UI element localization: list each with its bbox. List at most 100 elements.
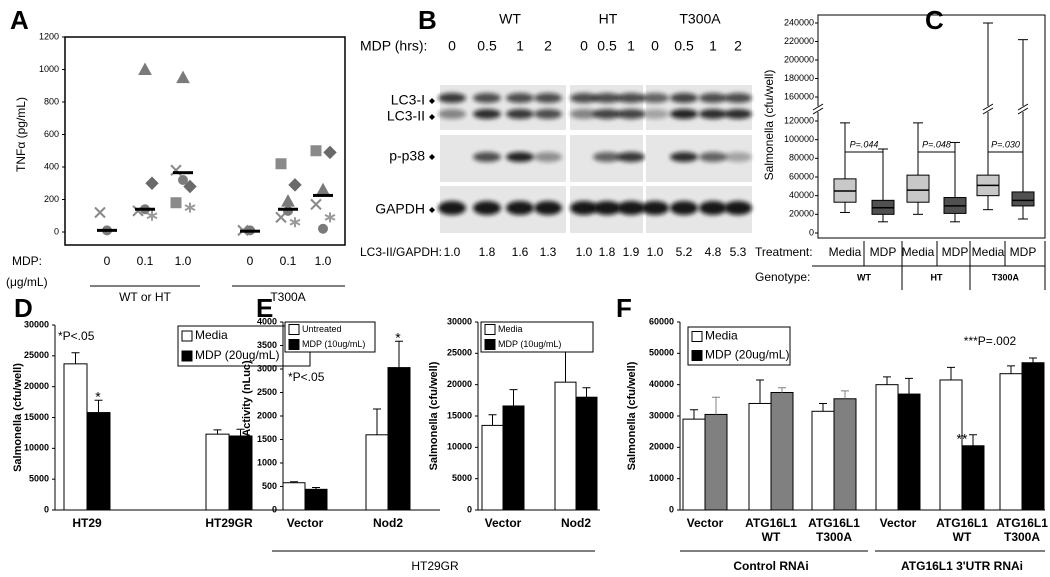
x-tick-label: 0.1	[137, 254, 154, 268]
blot-band	[641, 201, 669, 215]
ratio-value: 1.8	[599, 245, 616, 259]
y-tick-label: 25000	[24, 350, 49, 360]
band-marker	[429, 98, 435, 104]
blot-band	[699, 109, 727, 119]
y-axis-label: Salmonella (cfu/well)	[626, 361, 638, 470]
y-tick-label: 100000	[784, 134, 814, 144]
legend-swatch	[484, 324, 496, 335]
axis-break	[812, 103, 824, 115]
legend-swatch	[288, 324, 300, 335]
data-point	[281, 194, 295, 207]
bar	[897, 393, 921, 511]
x-tick-label: ATG16L1 WT	[745, 516, 797, 544]
band-marker	[429, 207, 435, 213]
mean-bar	[97, 228, 117, 232]
panel-letter: C	[925, 5, 944, 35]
group-label: HT	[931, 272, 943, 282]
time-point: 0.5	[597, 38, 617, 54]
blot-band	[570, 93, 598, 103]
blot-band	[534, 93, 562, 103]
y-tick-label: 2000	[257, 410, 277, 420]
x-tick-label: HT29	[72, 516, 102, 530]
blot-band	[617, 109, 645, 119]
data-point	[288, 178, 302, 192]
x-tick-label: HT29GR	[205, 516, 253, 530]
bar	[833, 398, 857, 511]
blot-panel	[440, 85, 566, 130]
time-point: 0.5	[477, 38, 497, 54]
bar	[365, 434, 389, 511]
x-axis-label: MDP:	[12, 254, 42, 268]
time-point: 1	[709, 38, 717, 54]
blot-band	[670, 152, 698, 162]
error-bar	[969, 434, 977, 446]
data-point	[184, 202, 196, 213]
bar	[502, 405, 525, 511]
time-point: 2	[734, 38, 742, 54]
blot-band	[438, 201, 466, 215]
data-point	[138, 62, 152, 75]
y-tick-label: 20000	[24, 381, 49, 391]
legend-label: Media	[498, 324, 523, 334]
blot-band	[670, 93, 698, 103]
time-point: 1	[516, 38, 524, 54]
y-tick-label: 3000	[257, 363, 277, 373]
y-axis-label: Salmonella (cfu/well)	[12, 363, 24, 472]
blot-band	[641, 109, 669, 119]
legend-swatch	[181, 330, 193, 342]
ratio-value: 1.9	[623, 245, 640, 259]
y-tick-label: 1500	[257, 434, 277, 444]
y-tick-label: 80000	[789, 153, 814, 163]
error-bar	[690, 409, 698, 420]
error-bar	[947, 366, 955, 380]
y-tick-label: 600	[44, 129, 59, 139]
p-value: P=.044	[850, 139, 879, 149]
ratio-value: 4.8	[705, 245, 722, 259]
blot-band	[724, 109, 752, 119]
blot-band	[593, 93, 621, 103]
y-tick-label: 40000	[789, 190, 814, 200]
bar	[554, 381, 577, 511]
annotation: ***P=.002	[964, 334, 1017, 348]
x-tick-label: Vector	[484, 516, 522, 530]
genotype-header: T300A	[679, 11, 721, 27]
band-marker	[429, 114, 435, 120]
blot-band	[670, 201, 698, 215]
data-point	[318, 223, 328, 234]
error-bar	[373, 408, 381, 435]
data-point	[283, 205, 293, 216]
y-tick-label: 60000	[649, 316, 674, 326]
error-bar	[71, 352, 80, 364]
x-tick-label: 1.0	[315, 254, 332, 268]
y-tick-label: 0	[809, 227, 814, 237]
time-point: 0	[651, 38, 659, 54]
bar	[205, 433, 230, 511]
legend-swatch	[484, 339, 496, 350]
box	[906, 174, 930, 203]
blot-band	[617, 93, 645, 103]
y-tick-label: 50000	[649, 348, 674, 358]
y-tick-label: 0	[669, 504, 674, 514]
x-tick-label: MDP	[870, 245, 897, 259]
data-point	[323, 145, 337, 160]
bar	[811, 410, 835, 511]
row-label: Genotype:	[755, 270, 810, 284]
time-point: 0	[580, 38, 588, 54]
legend-box	[687, 326, 791, 366]
ratio-label: LC3-II/GAPDH:	[360, 245, 442, 259]
data-point	[310, 145, 322, 157]
error-bar	[312, 486, 320, 490]
y-tick-label: 0	[467, 504, 472, 514]
row-label: LC3-I	[391, 92, 425, 108]
y-tick-label: 10000	[447, 442, 472, 452]
legend-label: Media	[705, 329, 738, 343]
data-point	[310, 198, 322, 211]
data-point	[316, 182, 330, 196]
blot-band	[670, 109, 698, 119]
time-point: 2	[544, 38, 552, 54]
error-bar	[756, 379, 764, 404]
error-bar	[236, 428, 245, 436]
y-tick-label: 2500	[257, 387, 277, 397]
data-point	[145, 176, 159, 190]
